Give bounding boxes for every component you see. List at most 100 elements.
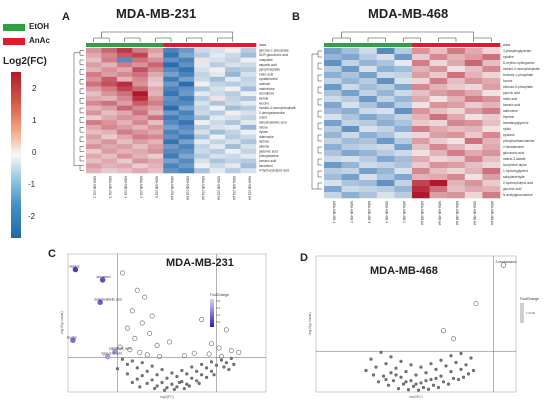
heatmap-cell (359, 138, 378, 145)
data-point (206, 351, 212, 357)
class-label: class (259, 43, 267, 47)
dendrogram-branch (332, 37, 351, 42)
data-point (411, 384, 416, 388)
heatmap-cell (86, 72, 102, 78)
heatmap-cell (394, 102, 413, 109)
heatmap-cell (429, 90, 448, 97)
data-point (419, 381, 423, 385)
data-point (190, 376, 194, 380)
heatmap-cell (376, 138, 395, 145)
data-point (414, 373, 418, 377)
data-point (369, 357, 373, 361)
heatmap-cell (482, 90, 501, 97)
heatmap-cell (147, 134, 164, 140)
heatmap-cell (394, 120, 413, 127)
dendrogram-branch (79, 59, 84, 66)
heatmap-cell (376, 54, 395, 61)
heatmap-cell (132, 110, 149, 116)
heatmap-cell (132, 120, 149, 126)
data-point (399, 375, 403, 379)
dendrogram-branch (79, 127, 84, 133)
volcano-title: MDA-MB-468 (370, 265, 438, 277)
dendrogram-branch (217, 37, 234, 42)
heatmap-cell (86, 153, 102, 159)
row-label: lactose (259, 140, 269, 144)
data-point (446, 382, 451, 386)
data-point (134, 287, 140, 293)
fc-legend-title: FoldChange (520, 297, 539, 301)
heatmap-cell (178, 100, 195, 106)
heatmap-cell (194, 57, 210, 63)
row-label: xylose (259, 130, 268, 134)
data-point (130, 359, 134, 363)
data-point (124, 325, 130, 331)
highlighted-point (99, 277, 106, 283)
heatmap-cell (86, 110, 102, 116)
heatmap-cell (116, 139, 133, 145)
heatmap-cell (464, 192, 483, 199)
heatmap-cell (376, 114, 395, 121)
heatmap-cell (209, 139, 226, 145)
highlighted-point (104, 353, 111, 360)
heatmap-cell (429, 72, 448, 79)
group-legend: EtOH AnAc (3, 22, 63, 62)
row-label: glucose-1-phosphate (259, 48, 289, 52)
heatmap-cell (86, 148, 102, 155)
heatmap-cell (447, 72, 466, 79)
heatmap-cell (464, 48, 483, 55)
heatmap-cell (394, 186, 413, 193)
heatmap-cell (209, 153, 226, 159)
heatmap-cell (341, 162, 360, 169)
data-point (200, 362, 204, 366)
class-bar-cell (132, 43, 149, 47)
heatmap-cell (412, 72, 430, 79)
data-point (436, 385, 441, 390)
heatmap-cell (464, 66, 483, 73)
heatmap-cell (116, 96, 133, 102)
heatmap-cell (101, 105, 118, 111)
heatmap-cell (147, 72, 164, 78)
heatmap-cell (178, 134, 195, 140)
heatmap-cell (86, 48, 102, 54)
class-bar-cell (412, 43, 430, 47)
row-label: isomaltose (259, 92, 274, 96)
heatmap-cell (429, 192, 448, 199)
heatmap-cell (341, 108, 360, 115)
data-point (177, 380, 181, 385)
panel-a-letter: A (62, 11, 70, 23)
heatmap-cell (464, 78, 483, 85)
heatmap-cell (225, 76, 241, 82)
heatmap-cell (101, 115, 118, 121)
heatmap-cell (178, 124, 195, 131)
data-point (389, 355, 393, 359)
heatmap-cell (376, 66, 395, 73)
heatmap-cell (482, 84, 501, 91)
heatmap-cell (447, 60, 466, 67)
heatmap-cell (394, 90, 413, 97)
heatmap-cell (101, 96, 118, 102)
heatmap-cell (429, 144, 448, 151)
heatmap-cell (116, 72, 133, 78)
heatmap-cell (412, 126, 430, 133)
heatmap-cell (394, 54, 413, 61)
column-label: MDA-MB-231 AA 3 (201, 176, 205, 201)
heatmap-cell (324, 138, 342, 145)
heatmap-cell (209, 48, 226, 54)
heatmap-cell (147, 124, 164, 131)
heatmap-cell (447, 126, 466, 133)
data-point (209, 369, 214, 373)
heatmap-cell (225, 91, 241, 97)
x-axis-label: log2(FC) (409, 395, 423, 398)
heatmap-cell (225, 57, 241, 63)
heatmap-cell (194, 86, 210, 92)
heatmap-cell (412, 84, 430, 91)
row-label: inositol-4-monophosphate (259, 106, 296, 110)
heatmap-cell (209, 120, 226, 126)
heatmap-cell (132, 105, 149, 111)
heatmap-cell (447, 186, 466, 193)
data-point (170, 382, 174, 386)
heatmap-cell (324, 162, 342, 169)
heatmap-cell (132, 62, 149, 68)
heatmap-cell (376, 162, 395, 169)
data-point (424, 379, 428, 383)
